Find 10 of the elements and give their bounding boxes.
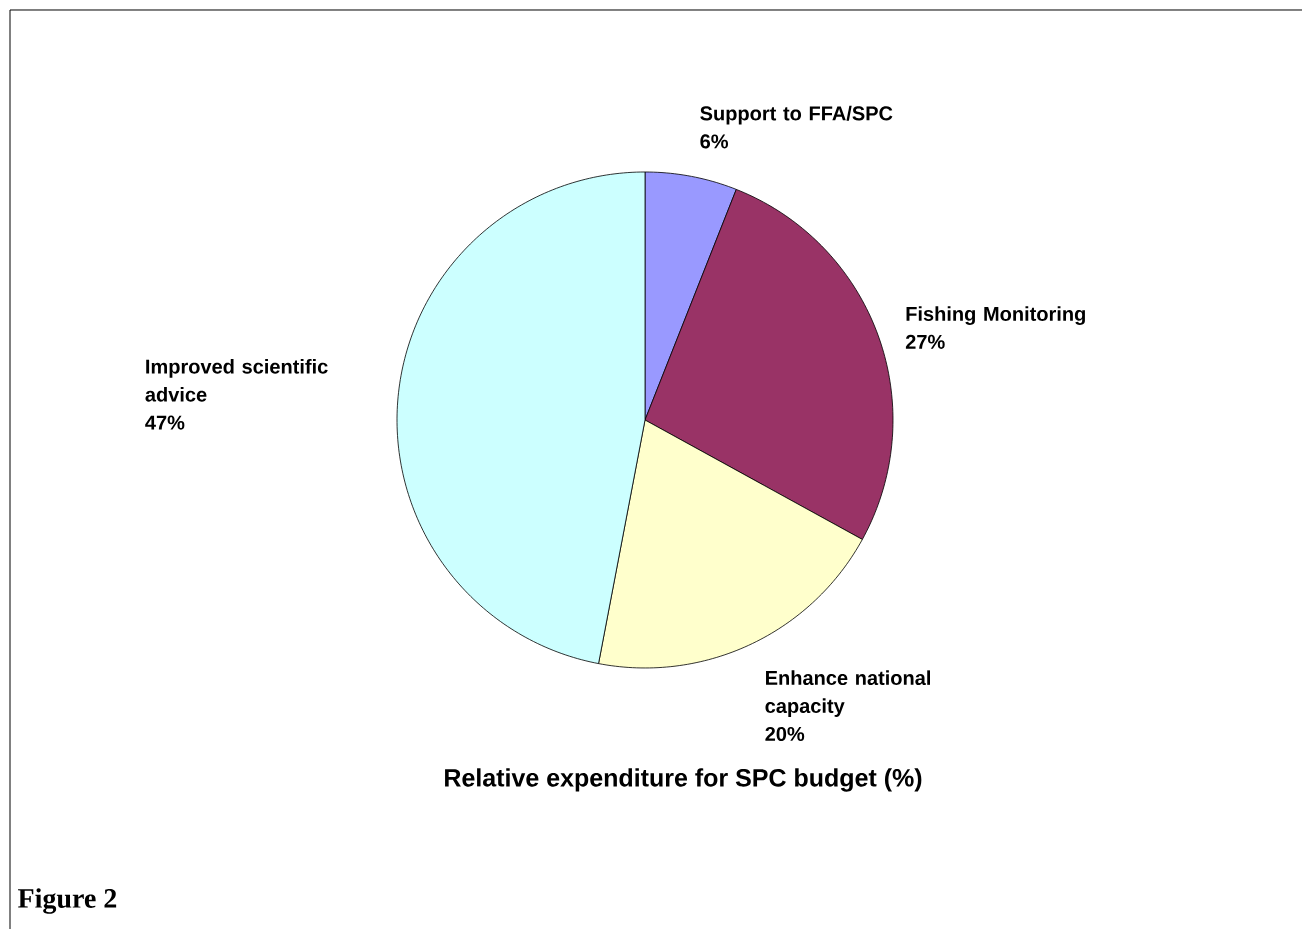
data-label: 47%: [145, 415, 185, 430]
data-label: 20%: [765, 726, 805, 742]
slice-label: Support to FFA/SPC: [700, 105, 893, 125]
text: Relative expenditure for SPC budget (%): [445, 768, 922, 792]
slice-label: Enhance national capacity: [765, 670, 930, 717]
data-label: 6%: [700, 134, 729, 149]
slice-label: Fishing Monitoring: [906, 306, 1085, 325]
caption: Figure 2: [18, 888, 117, 914]
slice-label: Improved scientific advice: [145, 359, 328, 402]
data-label: 27%: [905, 334, 945, 349]
